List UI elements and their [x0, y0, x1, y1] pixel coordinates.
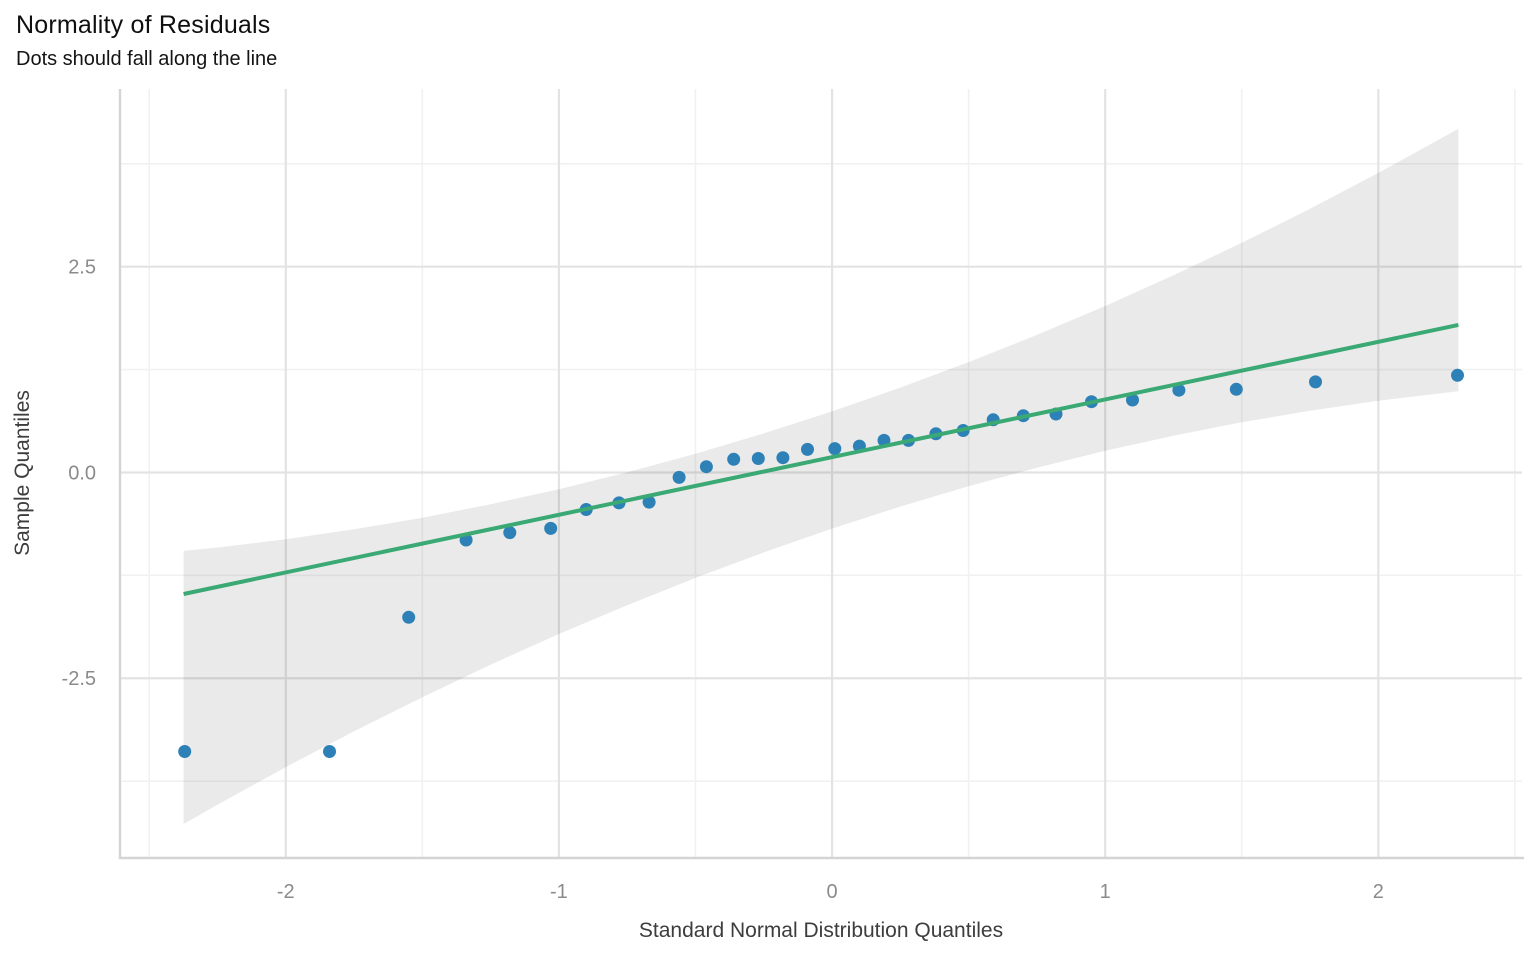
confidence-band	[183, 128, 1459, 824]
qq-point	[544, 521, 558, 535]
qq-point	[727, 452, 741, 466]
y-tick-label: 0.0	[68, 463, 96, 485]
qq-reference-line	[183, 322, 1459, 596]
qq-point	[1229, 382, 1243, 396]
chart-subtitle: Dots should fall along the line	[16, 48, 278, 70]
x-tick-label: -2	[277, 881, 295, 903]
qq-point	[323, 745, 336, 758]
qq-point	[503, 526, 517, 540]
qq-point	[776, 451, 790, 465]
chart-title: Normality of Residuals	[16, 11, 271, 39]
x-tick-label: -1	[550, 881, 568, 903]
y-tick-label: 2.5	[68, 257, 96, 279]
y-tick-label: -2.5	[62, 668, 96, 690]
x-tick-label: 2	[1373, 881, 1384, 903]
qq-point	[801, 442, 814, 456]
qq-point	[699, 460, 713, 474]
y-axis-title: Sample Quantiles	[11, 390, 34, 556]
qq-point	[672, 470, 686, 484]
x-tick-label: 1	[1100, 881, 1111, 903]
qq-point	[178, 745, 192, 758]
qq-point	[1309, 375, 1322, 389]
qq-point	[751, 452, 765, 465]
qq-point	[402, 610, 416, 624]
qq-point	[642, 495, 656, 509]
qq-point	[828, 442, 842, 456]
x-tick-label: 0	[827, 881, 838, 903]
qq-point	[1451, 368, 1464, 382]
qq-point	[1126, 393, 1139, 407]
qq-point	[1172, 383, 1186, 397]
x-axis-title: Standard Normal Distribution Quantiles	[638, 919, 1004, 942]
